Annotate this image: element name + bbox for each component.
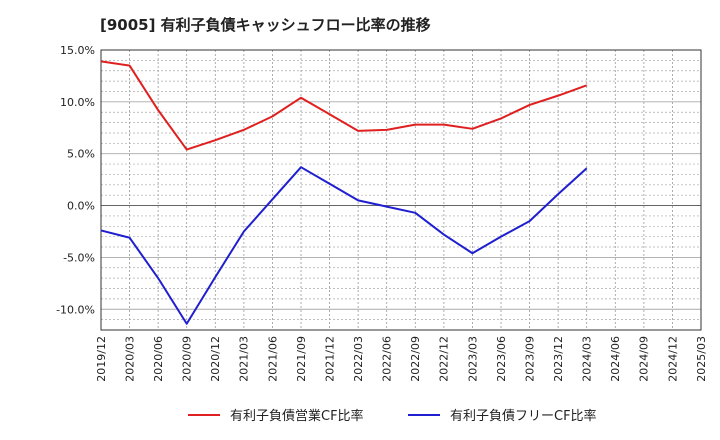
plot-frame <box>100 49 702 331</box>
y-tick-label: -5.0% <box>63 251 95 264</box>
x-tick-label: 2020/09 <box>181 336 194 382</box>
x-tick-label: 2024/06 <box>609 336 622 382</box>
x-tick-label: 2023/09 <box>523 336 536 382</box>
x-tick-label: 2020/03 <box>123 336 136 382</box>
x-tick-label: 2022/09 <box>409 336 422 382</box>
y-tick-label: 15.0% <box>60 44 95 57</box>
x-tick-label: 2023/12 <box>552 336 565 382</box>
y-tick-label: -10.0% <box>56 303 95 316</box>
x-tick-label: 2019/12 <box>95 336 108 382</box>
x-tick-label: 2025/03 <box>695 336 708 382</box>
x-tick-label: 2020/12 <box>209 336 222 382</box>
x-tick-label: 2024/03 <box>581 336 594 382</box>
x-tick-label: 2023/03 <box>466 336 479 382</box>
x-tick-label: 2022/03 <box>352 336 365 382</box>
y-tick-label: 5.0% <box>67 148 95 161</box>
x-tick-label: 2020/06 <box>152 336 165 382</box>
series-line-1 <box>100 60 588 151</box>
y-tick-label: 0.0% <box>67 200 95 213</box>
x-tick-label: 2023/06 <box>495 336 508 382</box>
x-tick-label: 2024/09 <box>638 336 651 382</box>
x-tick-label: 2021/09 <box>295 336 308 382</box>
x-tick-label: 2024/12 <box>666 336 679 382</box>
legend-label-1: 有利子負債営業CF比率 <box>230 408 364 424</box>
x-tick-label: 2022/06 <box>381 336 394 382</box>
x-tick-label: 2021/12 <box>323 336 336 382</box>
x-tick-label: 2021/03 <box>238 336 251 382</box>
series-line-2 <box>100 166 588 325</box>
legend-label-2: 有利子負債フリーCF比率 <box>450 408 597 424</box>
chart-title: [9005] 有利子負債キャッシュフロー比率の推移 <box>100 16 431 34</box>
x-tick-label: 2022/12 <box>438 336 451 382</box>
y-tick-label: 10.0% <box>60 96 95 109</box>
plot-area <box>101 50 701 330</box>
x-tick-label: 2021/06 <box>266 336 279 382</box>
